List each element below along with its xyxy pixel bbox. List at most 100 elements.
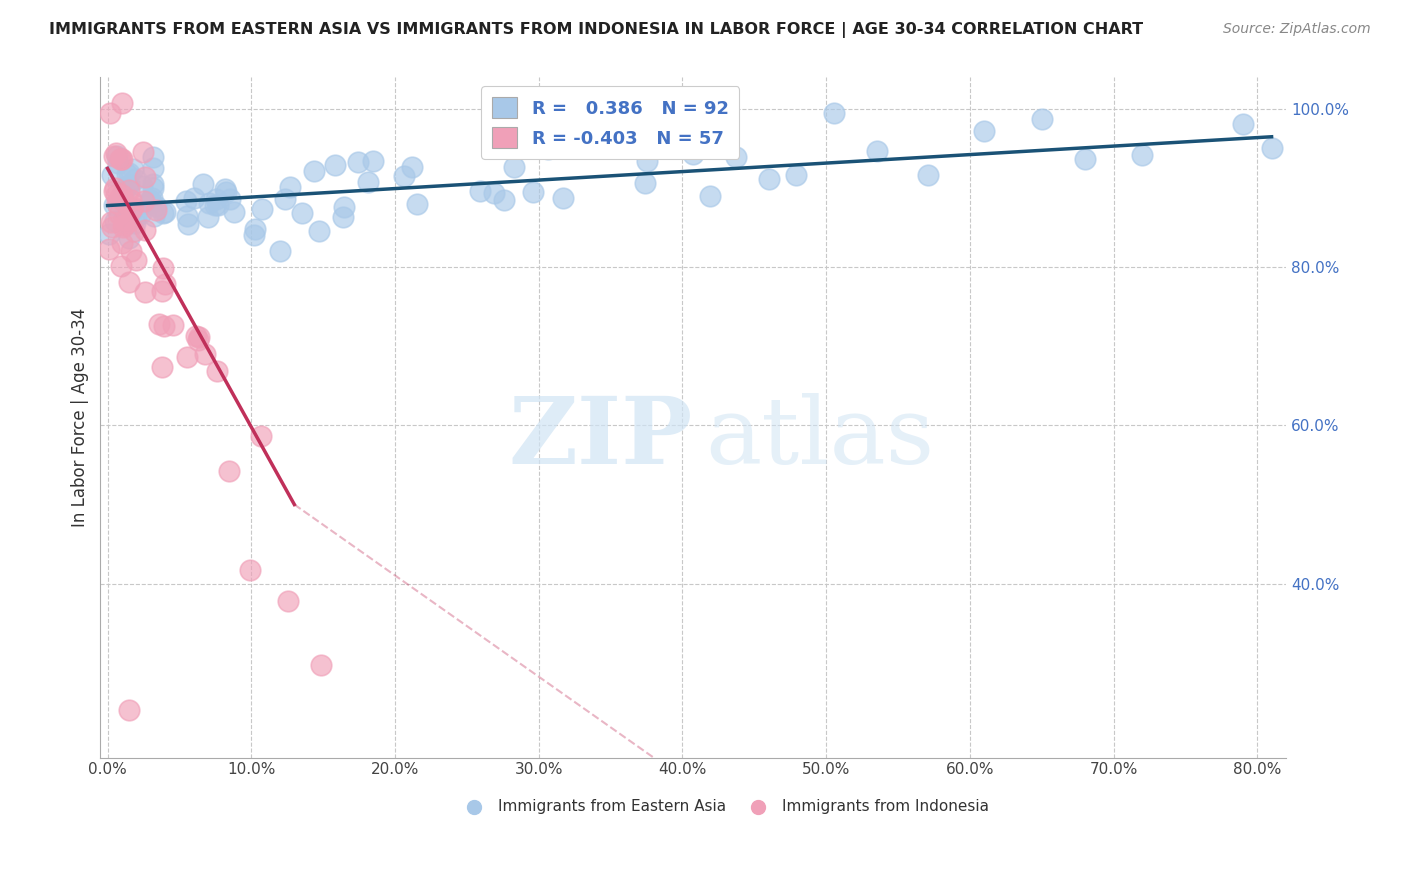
Point	[105, 149, 128, 163]
Point	[110, 259, 132, 273]
Point	[1031, 112, 1053, 127]
Text: Source: ZipAtlas.com: Source: ZipAtlas.com	[1223, 22, 1371, 37]
Point	[120, 194, 142, 208]
Point	[153, 204, 176, 219]
Point	[1260, 140, 1282, 154]
Point	[112, 218, 135, 232]
Point	[118, 178, 141, 193]
Point	[115, 179, 138, 194]
Text: Immigrants from Eastern Asia: Immigrants from Eastern Asia	[498, 799, 725, 814]
Point	[290, 206, 312, 220]
Point	[183, 191, 205, 205]
Point	[682, 146, 704, 161]
Point	[1232, 117, 1254, 131]
Point	[103, 184, 125, 198]
Point	[138, 194, 160, 208]
Point	[323, 158, 346, 172]
Point	[110, 152, 132, 166]
Point	[214, 182, 236, 196]
Point	[699, 189, 721, 203]
Point	[103, 148, 125, 162]
Point	[105, 196, 128, 211]
Point	[973, 124, 995, 138]
Point	[177, 217, 200, 231]
Point	[117, 215, 139, 229]
Point	[142, 177, 165, 191]
Point	[141, 190, 163, 204]
Point	[361, 153, 384, 168]
Point	[204, 193, 226, 207]
Point	[636, 154, 658, 169]
Point	[758, 171, 780, 186]
Point	[125, 252, 148, 267]
Point	[122, 224, 145, 238]
Point	[162, 318, 184, 333]
Point	[100, 215, 122, 229]
Point	[134, 223, 156, 237]
Point	[277, 594, 299, 608]
Point	[100, 106, 122, 120]
Point	[118, 231, 141, 245]
Point	[152, 206, 174, 220]
Point	[150, 359, 173, 374]
Point	[134, 169, 156, 184]
Point	[346, 154, 368, 169]
Point	[153, 277, 176, 291]
Point	[401, 160, 423, 174]
Legend: R =   0.386   N = 92, R = -0.403   N = 57: R = 0.386 N = 92, R = -0.403 N = 57	[481, 87, 740, 159]
Point	[333, 200, 356, 214]
Point	[250, 428, 273, 442]
Point	[204, 197, 226, 211]
Point	[278, 179, 301, 194]
Point	[98, 243, 121, 257]
Point	[522, 186, 544, 200]
Point	[108, 190, 131, 204]
Point	[245, 222, 267, 236]
Point	[142, 180, 165, 194]
Point	[332, 210, 354, 224]
Point	[634, 176, 657, 190]
Point	[187, 333, 209, 347]
Point	[118, 182, 141, 196]
Point	[112, 212, 135, 227]
Point	[785, 169, 807, 183]
Text: Immigrants from Indonesia: Immigrants from Indonesia	[782, 799, 988, 814]
Point	[1074, 152, 1097, 166]
Point	[142, 161, 165, 175]
Point	[124, 202, 146, 217]
Point	[174, 194, 197, 208]
Point	[132, 145, 155, 159]
Point	[551, 191, 574, 205]
Point	[603, 138, 626, 153]
Point	[118, 166, 141, 180]
Point	[581, 132, 603, 146]
Point	[111, 152, 134, 166]
Point	[115, 209, 138, 223]
Point	[114, 184, 136, 198]
Point	[219, 192, 242, 206]
Point	[152, 261, 174, 276]
Point	[576, 140, 599, 154]
Point	[124, 172, 146, 186]
Point	[308, 224, 330, 238]
Point	[125, 210, 148, 224]
Point	[134, 194, 156, 209]
Point	[108, 153, 131, 167]
Point	[494, 193, 516, 207]
Point	[139, 195, 162, 210]
Point	[104, 145, 127, 160]
Point	[143, 209, 166, 223]
Point	[274, 192, 297, 206]
Point	[917, 169, 939, 183]
Point	[187, 329, 209, 343]
Text: ZIP: ZIP	[509, 393, 693, 483]
Point	[148, 317, 170, 331]
Point	[191, 177, 214, 191]
Point	[866, 144, 889, 158]
Point	[120, 244, 142, 259]
Point	[118, 703, 141, 717]
Point	[145, 199, 167, 213]
Point	[118, 275, 141, 289]
Point	[482, 186, 505, 201]
Y-axis label: In Labor Force | Age 30-34: In Labor Force | Age 30-34	[72, 308, 89, 527]
